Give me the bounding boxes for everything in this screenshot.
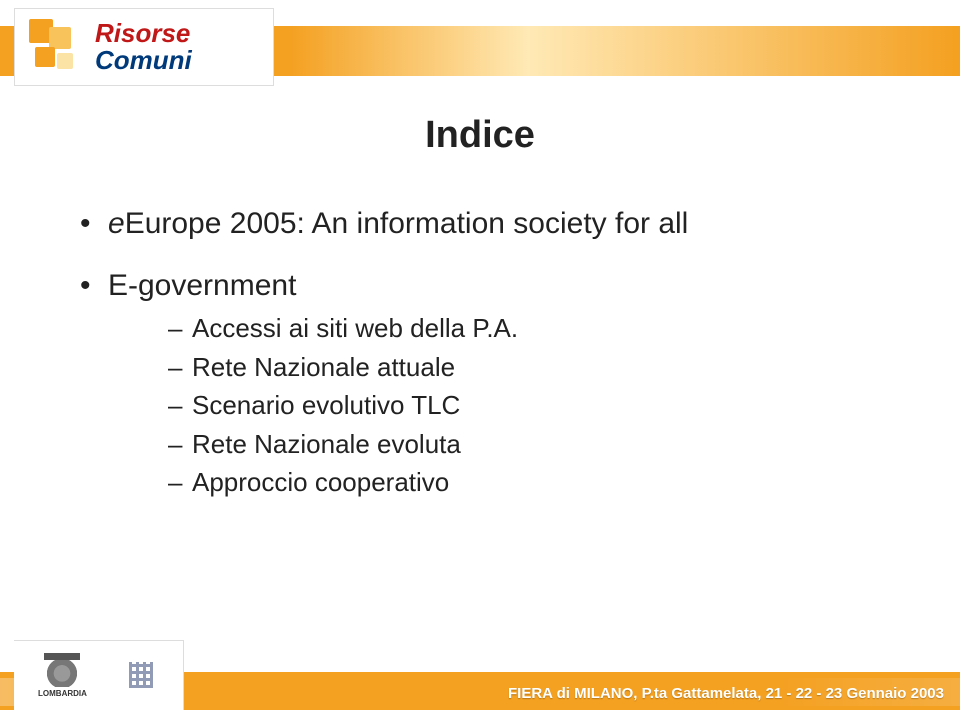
footer-venue: FIERA di MILANO, P.ta Gattamelata, 21 - … bbox=[508, 685, 944, 702]
header-logo: Risorse Comuni bbox=[14, 8, 274, 86]
slide-content: Indice eEurope 2005: An information soci… bbox=[0, 108, 960, 523]
header: Risorse Comuni bbox=[0, 0, 960, 100]
logo-line2: Comuni bbox=[95, 47, 192, 74]
sub-list: Accessi ai siti web della P.A. Rete Nazi… bbox=[168, 312, 900, 499]
footer-logo-label: LOMBARDIA bbox=[38, 689, 87, 698]
footer-logo-ancitel bbox=[123, 658, 159, 694]
sub-item: Rete Nazionale evoluta bbox=[168, 428, 900, 461]
bullet-em-prefix: e bbox=[108, 207, 125, 240]
bullet-list: eEurope 2005: An information society for… bbox=[80, 205, 900, 499]
logo-line1: Risorse bbox=[95, 20, 192, 47]
footer-logo-anci: LOMBARDIA bbox=[38, 653, 87, 698]
sub-item: Scenario evolutivo TLC bbox=[168, 389, 900, 422]
ancitel-icon bbox=[123, 658, 159, 692]
page-title: Indice bbox=[60, 114, 900, 157]
sub-item: Approccio cooperativo bbox=[168, 466, 900, 499]
bullet-item: eEurope 2005: An information society for… bbox=[80, 205, 900, 243]
sub-item: Rete Nazionale attuale bbox=[168, 351, 900, 384]
logo-icon bbox=[25, 17, 85, 77]
anci-icon bbox=[44, 653, 80, 687]
bullet-text: E-government bbox=[108, 269, 296, 302]
logo-text: Risorse Comuni bbox=[95, 20, 192, 75]
bullet-item: E-government Accessi ai siti web della P… bbox=[80, 267, 900, 499]
bullet-text: Europe 2005: An information society for … bbox=[125, 207, 689, 240]
footer: LOMBARDIA FIERA di MILANO, P.ta Gattamel… bbox=[0, 640, 960, 710]
footer-logos: LOMBARDIA bbox=[14, 640, 184, 710]
sub-item: Accessi ai siti web della P.A. bbox=[168, 312, 900, 345]
